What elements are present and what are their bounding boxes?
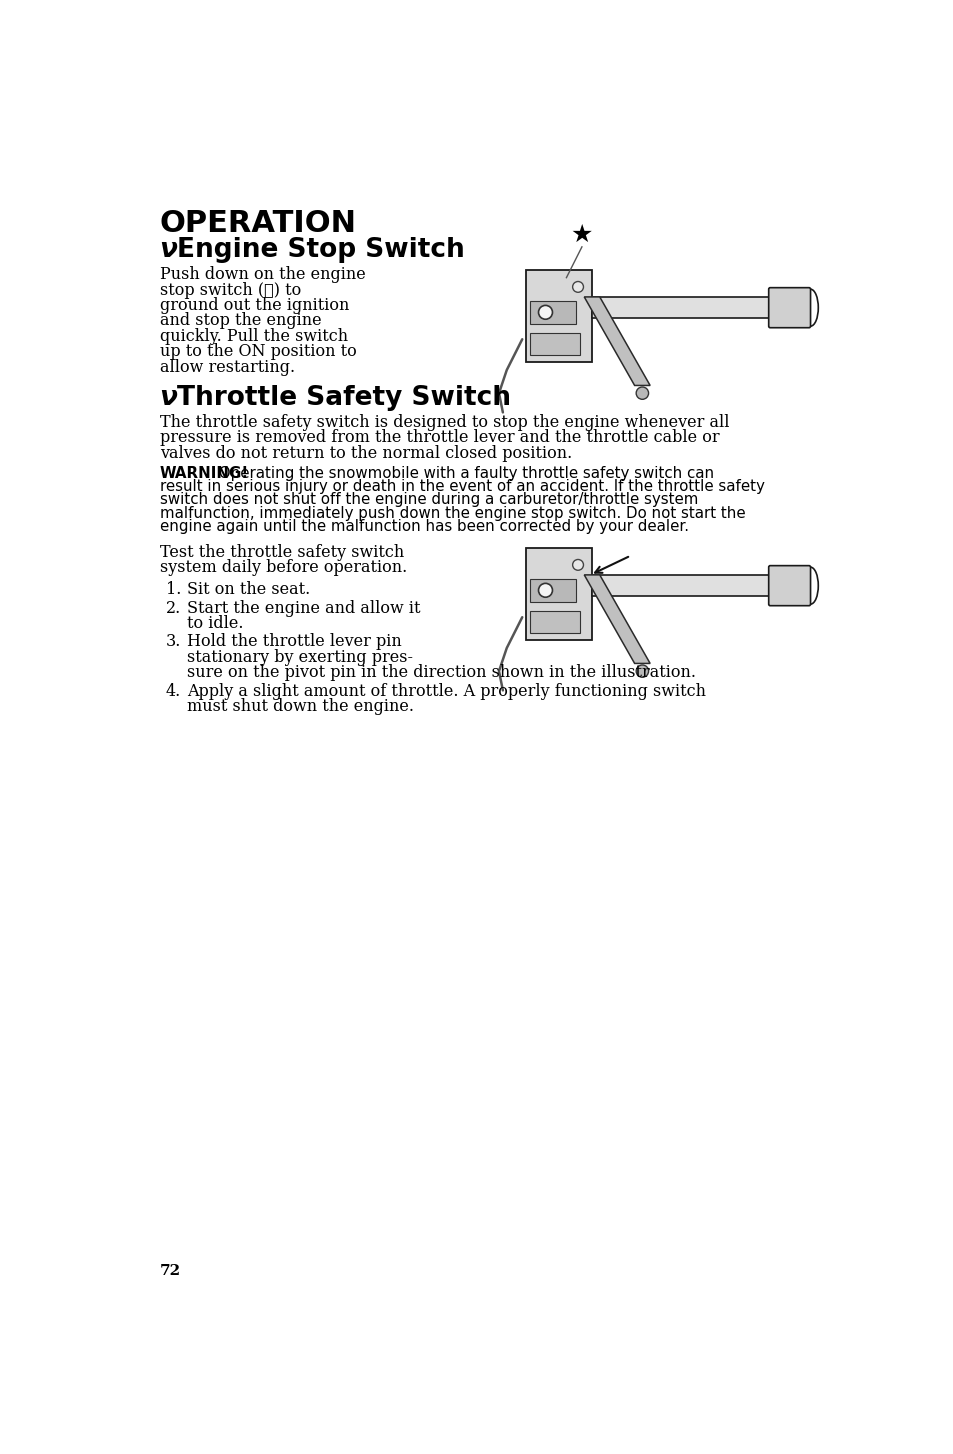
Text: Throttle Safety Switch: Throttle Safety Switch xyxy=(176,385,510,410)
Circle shape xyxy=(636,387,648,400)
Text: stop switch (★) to: stop switch (★) to xyxy=(159,282,300,298)
Text: ν: ν xyxy=(159,385,177,410)
Text: and stop the engine: and stop the engine xyxy=(159,313,321,329)
Bar xyxy=(530,611,579,632)
Bar xyxy=(530,579,576,602)
Text: The throttle safety switch is designed to stop the engine whenever all: The throttle safety switch is designed t… xyxy=(159,414,728,430)
Text: 1.: 1. xyxy=(166,582,181,598)
Circle shape xyxy=(572,282,583,292)
Text: Apply a slight amount of throttle. A properly functioning switch: Apply a slight amount of throttle. A pro… xyxy=(187,683,705,699)
Bar xyxy=(525,270,592,362)
Text: Test the throttle safety switch: Test the throttle safety switch xyxy=(159,544,403,561)
Text: 4.: 4. xyxy=(166,683,181,699)
Text: Start the engine and allow it: Start the engine and allow it xyxy=(187,599,419,616)
Text: switch does not shut off the engine during a carburetor/throttle system: switch does not shut off the engine duri… xyxy=(159,493,698,507)
Circle shape xyxy=(537,583,552,598)
Text: system daily before operation.: system daily before operation. xyxy=(159,560,406,576)
Bar xyxy=(530,301,576,324)
Text: sure on the pivot pin in the direction shown in the illustration.: sure on the pivot pin in the direction s… xyxy=(187,664,695,682)
Text: OPERATION: OPERATION xyxy=(159,209,356,238)
FancyBboxPatch shape xyxy=(768,288,810,327)
Text: quickly. Pull the switch: quickly. Pull the switch xyxy=(159,327,347,345)
Text: Hold the throttle lever pin: Hold the throttle lever pin xyxy=(187,634,401,650)
Text: WARNING!: WARNING! xyxy=(159,467,249,481)
Text: engine again until the malfunction has been corrected by your dealer.: engine again until the malfunction has b… xyxy=(159,519,688,534)
Text: result in serious injury or death in the event of an accident. If the throttle s: result in serious injury or death in the… xyxy=(159,480,763,494)
Text: Engine Stop Switch: Engine Stop Switch xyxy=(176,237,464,263)
Text: 2.: 2. xyxy=(166,599,181,616)
Text: valves do not return to the normal closed position.: valves do not return to the normal close… xyxy=(159,445,571,462)
Text: must shut down the engine.: must shut down the engine. xyxy=(187,698,414,715)
Text: ground out the ignition: ground out the ignition xyxy=(159,297,349,314)
Text: ν: ν xyxy=(159,237,177,263)
Text: up to the ON position to: up to the ON position to xyxy=(159,343,355,361)
Text: to idle.: to idle. xyxy=(187,615,243,632)
Text: allow restarting.: allow restarting. xyxy=(159,359,294,375)
Bar xyxy=(592,297,769,318)
Text: Sit on the seat.: Sit on the seat. xyxy=(187,582,310,598)
Text: Push down on the engine: Push down on the engine xyxy=(159,266,365,284)
Text: Operating the snowmobile with a faulty throttle safety switch can: Operating the snowmobile with a faulty t… xyxy=(213,467,713,481)
Bar xyxy=(525,548,592,640)
Polygon shape xyxy=(583,574,649,663)
Bar xyxy=(592,574,769,596)
Text: 72: 72 xyxy=(159,1264,180,1278)
Polygon shape xyxy=(583,297,649,385)
Circle shape xyxy=(636,664,648,678)
FancyBboxPatch shape xyxy=(768,566,810,606)
Text: pressure is removed from the throttle lever and the throttle cable or: pressure is removed from the throttle le… xyxy=(159,429,719,446)
Text: 3.: 3. xyxy=(166,634,181,650)
Text: ★: ★ xyxy=(570,224,593,247)
Text: stationary by exerting pres-: stationary by exerting pres- xyxy=(187,648,413,666)
Circle shape xyxy=(572,560,583,570)
Text: malfunction, immediately push down the engine stop switch. Do not start the: malfunction, immediately push down the e… xyxy=(159,506,744,521)
Circle shape xyxy=(537,305,552,320)
Bar xyxy=(530,333,579,355)
